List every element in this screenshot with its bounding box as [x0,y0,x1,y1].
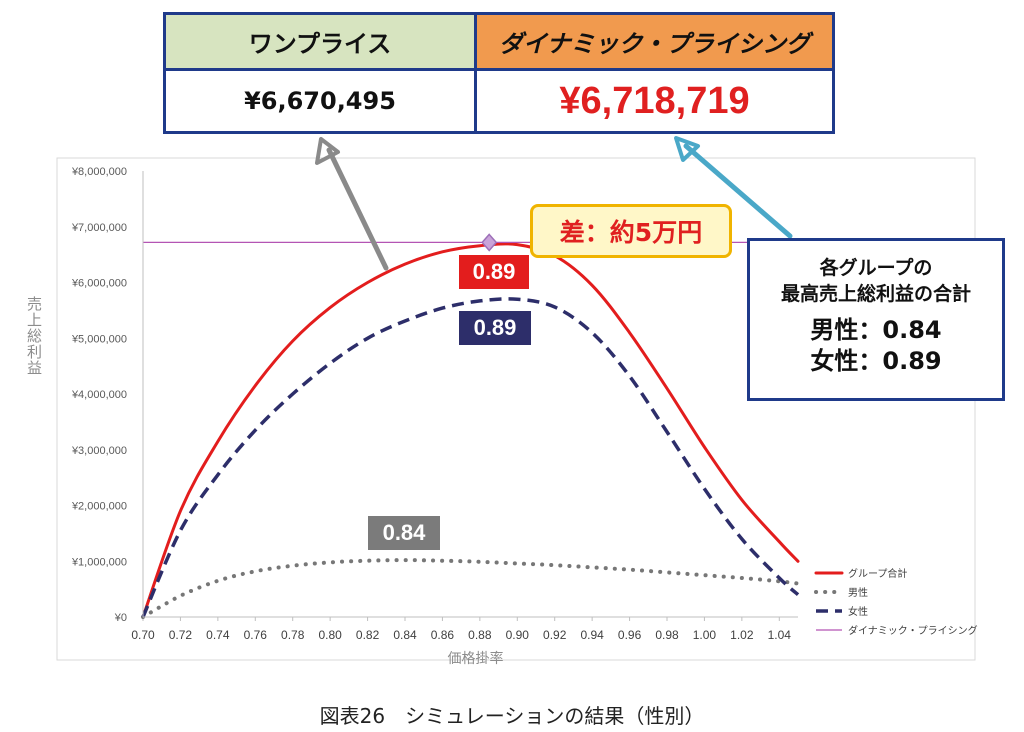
legend-label-2: 男性 [848,586,868,599]
x-tick-label: 0.82 [356,628,380,642]
x-tick-label: 0.76 [244,628,268,642]
legend-label-4: ダイナミック・プライシング [848,624,978,637]
peak-tag-total: 0.89 [459,255,529,289]
x-tick-label: 0.74 [206,628,230,642]
y-tick-label: ¥0 [114,612,127,624]
legend-label-3: 女性 [848,605,868,618]
comparison-table: ワンプライス ダイナミック・プライシング ¥6,670,495 ¥6,718,7… [163,12,835,134]
x-tick-label: 1.00 [693,628,717,642]
y-tick-label: ¥3,000,000 [71,445,127,457]
peak-tag-female: 0.89 [459,311,531,345]
peak-tag-male: 0.84 [368,516,440,550]
x-tick-label: 0.90 [506,628,530,642]
info-title-2: 最高売上総利益の合計 [780,283,971,305]
series-line-3 [141,297,800,618]
y-tick-label: ¥6,000,000 [71,278,127,290]
dynamic-pricing-header: ダイナミック・プライシング [477,15,832,71]
dynamic-pricing-marker [481,233,498,252]
chart-frame [56,157,976,661]
x-tick-label: 1.04 [768,628,792,642]
info-callout: 各グループの 最高売上総利益の合計 男性：0.84 女性：0.89 [747,238,1005,401]
one-price-value: ¥6,670,495 [166,71,477,131]
y-axis-title: 売上総利益 [25,296,43,376]
y-tick-label: ¥2,000,000 [71,501,127,513]
x-tick-label: 0.72 [169,628,193,642]
arrow-head-dynamic-price [674,136,700,162]
x-tick-label: 1.02 [730,628,754,642]
x-axis-title: 価格掛率 [448,650,504,667]
x-tick-label: 0.92 [543,628,567,642]
info-male: 男性：0.84 [810,316,942,344]
y-tick-label: ¥4,000,000 [71,389,127,401]
dynamic-pricing-value: ¥6,718,719 [477,71,832,131]
series-line-2 [141,558,800,619]
x-tick-label: 0.94 [580,628,604,642]
series-line-1 [141,242,800,619]
x-tick-label: 0.86 [431,628,455,642]
figure-caption: 図表26 シミュレーションの結果（性別） [319,704,705,728]
x-tick-label: 0.80 [318,628,342,642]
difference-callout: 差：約5万円 [530,204,732,258]
x-tick-label: 0.96 [618,628,642,642]
legend-label-1: グループ合計 [848,567,907,580]
arrow-to-one-price [326,147,389,271]
y-tick-label: ¥5,000,000 [71,333,127,345]
x-tick-label: 0.88 [468,628,492,642]
y-tick-label: ¥8,000,000 [71,166,127,178]
x-tick-label: 0.98 [655,628,679,642]
info-title-1: 各グループの [819,257,933,279]
x-tick-label: 0.70 [131,628,155,642]
y-tick-label: ¥7,000,000 [71,222,127,234]
info-female: 女性：0.89 [810,347,942,375]
x-tick-label: 0.78 [281,628,305,642]
x-tick-label: 0.84 [393,628,417,642]
arrow-to-dynamic-price [683,143,793,239]
one-price-header: ワンプライス [166,15,477,71]
y-tick-label: ¥1,000,000 [71,556,127,568]
arrow-head-one-price [315,137,340,165]
